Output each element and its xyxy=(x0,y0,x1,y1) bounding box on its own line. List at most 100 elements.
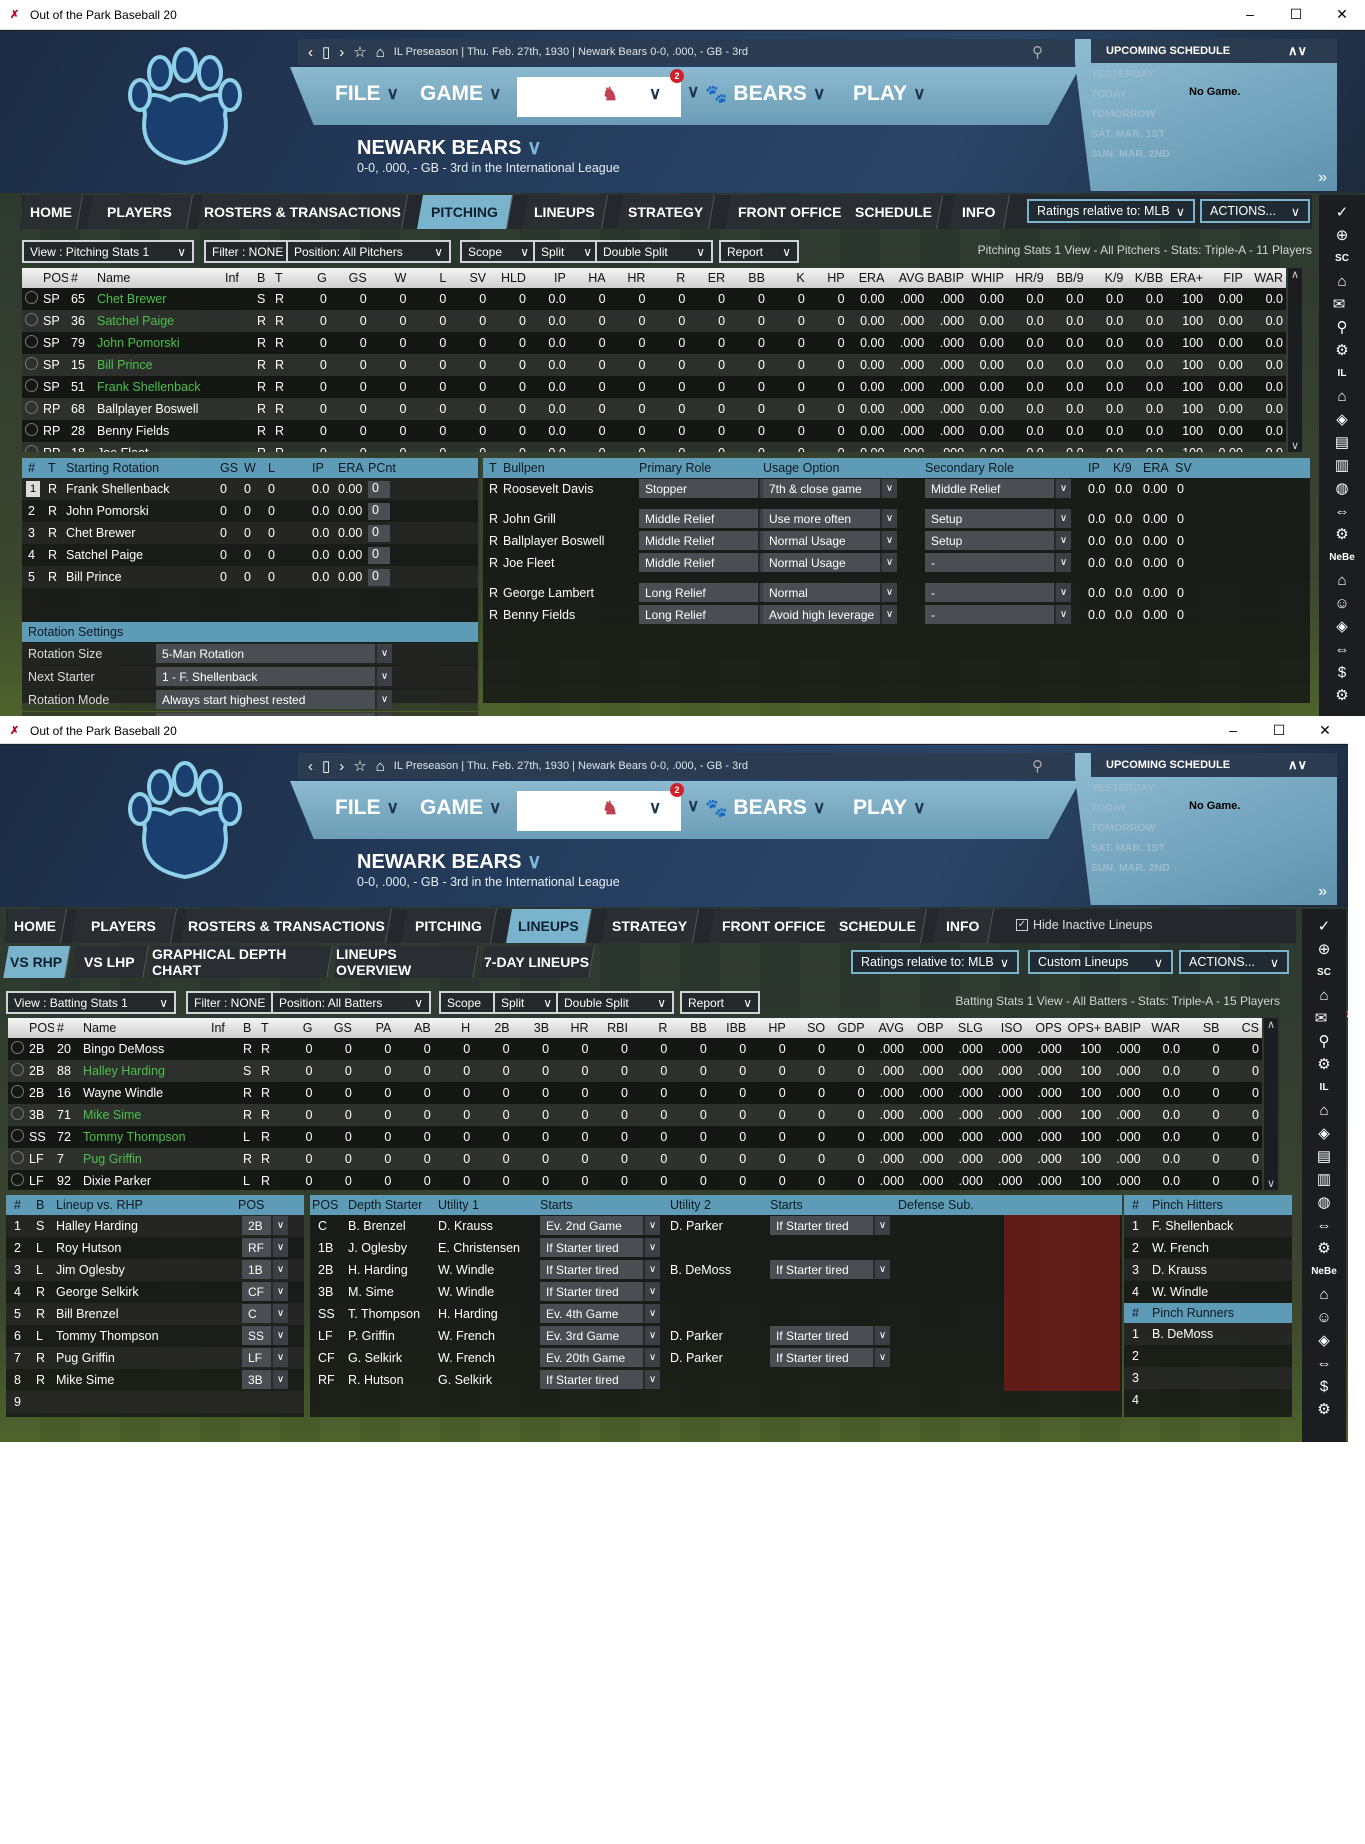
menu-file[interactable]: FILE ∨ xyxy=(335,82,399,106)
bar-chart-icon[interactable]: ▥ xyxy=(1334,457,1350,474)
position-dropdown[interactable]: 2B ∨ xyxy=(242,1216,288,1235)
primary-role-dropdown[interactable]: Middle Relief∨ xyxy=(639,531,775,550)
column-header-hp[interactable]: HP xyxy=(749,1018,789,1038)
column-header-so[interactable]: SO xyxy=(788,1018,829,1038)
gear-icon[interactable]: ⚙ xyxy=(1317,1240,1331,1257)
starts-1-dropdown[interactable]: If Starter tired ∨ xyxy=(540,1260,660,1279)
player-name-link[interactable]: Ballplayer Boswell xyxy=(94,398,222,420)
radio-button[interactable] xyxy=(11,1129,24,1142)
expand-schedule-icon[interactable]: » xyxy=(1318,169,1327,186)
minimize-button[interactable]: – xyxy=(1246,6,1254,22)
radio-button[interactable] xyxy=(11,1041,24,1054)
row-select-radio[interactable] xyxy=(8,1148,26,1170)
filter-dropdown-double-split[interactable]: Double Split ∨ xyxy=(556,991,674,1014)
trade-icon[interactable]: ⇔ xyxy=(1334,503,1350,520)
search-icon[interactable]: ⚲ xyxy=(1032,44,1043,61)
pitch-count-field[interactable]: 0 xyxy=(368,568,390,586)
home-icon[interactable]: ⌂ xyxy=(1337,273,1347,290)
table-row[interactable]: 2B 88 Halley Harding S R 0 0 0 0 0 0 0 0 0 0 0 0 0 0 0.000.… xyxy=(8,1060,1262,1082)
column-header-gs[interactable]: GS xyxy=(315,1018,355,1038)
column-header-slg[interactable]: SLG xyxy=(946,1018,986,1038)
person-icon[interactable]: ☺ xyxy=(1334,595,1350,612)
subtab-vs-rhp[interactable]: VS RHP xyxy=(3,946,71,978)
tab-schedule[interactable]: SCHEDULE xyxy=(845,195,943,229)
home-icon[interactable]: ⌂ xyxy=(1319,1102,1329,1119)
menu-play[interactable]: PLAY ∨ xyxy=(853,82,926,106)
filter-dropdown-position[interactable]: Position: All Pitchers ∨ xyxy=(286,240,451,263)
table-row[interactable]: SP 51 Frank Shellenback R R 0 0 0 0 0 0 0.0 0 0 0 0 0 0 0 0… xyxy=(22,376,1286,398)
row-select-radio[interactable] xyxy=(22,398,40,420)
team-name-dropdown[interactable]: NEWARK BEARS ∨ xyxy=(357,135,542,160)
starts-2-dropdown[interactable]: If Starter tired ∨ xyxy=(770,1348,890,1367)
scroll-up-icon[interactable]: ∧ xyxy=(1266,1019,1276,1031)
setting-dropdown[interactable]: Always start highest rested ∨ xyxy=(156,690,392,709)
subtab-vs-lhp[interactable]: VS LHP xyxy=(71,946,149,978)
column-header-bb[interactable]: BB xyxy=(670,1018,710,1038)
back-icon[interactable]: ‹ xyxy=(308,43,313,61)
filter-dropdown-view[interactable]: View : Batting Stats 1 ∨ xyxy=(6,991,176,1014)
radio-button[interactable] xyxy=(11,1173,24,1186)
column-header-hr-9[interactable]: HR/9 xyxy=(1006,268,1047,288)
actions-dropdown[interactable]: ACTIONS... ∨ xyxy=(1200,199,1310,223)
column-header-hr[interactable]: HR xyxy=(608,268,649,288)
column-header-pos[interactable]: POS xyxy=(26,1018,54,1038)
column-header-babip[interactable]: BABIP xyxy=(927,268,968,288)
player-name-link[interactable]: Mike Sime xyxy=(80,1104,208,1126)
menu-bears[interactable]: 🐾 BEARS ∨ xyxy=(705,796,825,820)
starts-2-dropdown[interactable]: If Starter tired ∨ xyxy=(770,1260,890,1279)
column-header-b[interactable]: B xyxy=(240,1018,258,1038)
menu-il[interactable]: ♞ IL ∨ xyxy=(602,796,661,820)
pinch-runners-row[interactable]: 4 xyxy=(1124,1389,1292,1411)
menu-blank-field[interactable] xyxy=(517,791,681,831)
column-header-er[interactable]: ER xyxy=(688,268,729,288)
schedule-scroll-arrows[interactable]: ∧∨ xyxy=(1287,757,1307,772)
table-scrollbar[interactable]: ∧ ∨ xyxy=(1264,1018,1278,1190)
position-dropdown[interactable]: 1B ∨ xyxy=(242,1260,288,1279)
column-header-avg[interactable]: AVG xyxy=(867,1018,907,1038)
player-name-link[interactable]: Halley Harding xyxy=(80,1060,208,1082)
depth-row[interactable]: RF R. Hutson G. Selkirk If Starter tired ∨ xyxy=(310,1369,1122,1391)
tab-front-office[interactable]: FRONT OFFICE xyxy=(709,909,839,943)
setting-dropdown[interactable]: 5-Man Rotation ∨ xyxy=(156,644,392,663)
column-header-fip[interactable]: FIP xyxy=(1206,268,1246,288)
table-row[interactable]: RP 28 Benny Fields R R 0 0 0 0 0 0 0.0 0 0 0 0 0 0 0 0.00.0… xyxy=(22,420,1286,442)
lineup-row[interactable]: 4 R George Selkirk CF ∨ xyxy=(6,1281,304,1303)
starts-1-dropdown[interactable]: Ev. 20th Game ∨ xyxy=(540,1348,660,1367)
menu-game[interactable]: GAME ∨ xyxy=(420,796,501,820)
lineup-row[interactable]: 3 L Jim Oglesby 1B ∨ xyxy=(6,1259,304,1281)
hide-inactive-toggle[interactable]: ✓ Hide Inactive Lineups xyxy=(1016,918,1153,932)
player-name-link[interactable]: Wayne Windle xyxy=(80,1082,208,1104)
column-header-k[interactable]: K xyxy=(767,268,808,288)
trade-icon[interactable]: ⇔ xyxy=(1316,1217,1332,1234)
table-row[interactable]: SS 72 Tommy Thompson L R 0 0 0 0 0 0 0 0 0 0 0 0 0 0 0.000.… xyxy=(8,1126,1262,1148)
tab-home[interactable]: HOME xyxy=(3,909,67,943)
usage-role-dropdown[interactable]: Normal ∨ xyxy=(763,583,897,602)
menu-play[interactable]: PLAY ∨ xyxy=(853,796,926,820)
trade-icon[interactable]: ⇔ xyxy=(1334,641,1350,658)
radio-button[interactable] xyxy=(25,423,38,436)
gear-icon[interactable]: ⚙ xyxy=(1317,1401,1331,1418)
il-icon[interactable]: IL xyxy=(1337,368,1347,379)
ball-icon[interactable]: ◍ xyxy=(1317,1194,1331,1211)
close-button[interactable]: ✕ xyxy=(1319,722,1331,738)
check-icon[interactable]: ✓ xyxy=(1317,918,1331,935)
forward-icon[interactable]: › xyxy=(339,757,345,775)
tab-lineups[interactable]: LINEUPS xyxy=(506,909,592,943)
primary-role-dropdown[interactable]: Middle Relief∨ xyxy=(639,509,775,528)
pinch-runners-row[interactable]: 1 B. DeMoss xyxy=(1124,1323,1292,1345)
depth-row[interactable]: CF G. Selkirk W. French Ev. 20th Game ∨ D. Pa… xyxy=(310,1347,1122,1369)
pinch-hitters-row[interactable]: 3 D. Krauss xyxy=(1124,1259,1292,1281)
filter-dropdown-double-split[interactable]: Double Split ∨ xyxy=(595,240,713,263)
usage-role-dropdown[interactable]: Use more often ∨ xyxy=(763,509,897,528)
player-name-link[interactable]: Tommy Thompson xyxy=(80,1126,208,1148)
column-header-ibb[interactable]: IBB xyxy=(709,1018,750,1038)
player-name-link[interactable]: Bingo DeMoss xyxy=(80,1038,208,1060)
column-header-name[interactable]: Name xyxy=(80,1018,208,1038)
pitch-count-field[interactable]: 0 xyxy=(368,502,390,520)
column-header-cs[interactable]: CS xyxy=(1222,1018,1262,1038)
close-button[interactable]: ✕ xyxy=(1336,6,1348,22)
column-header-pa[interactable]: PA xyxy=(354,1018,395,1038)
home-icon[interactable]: ⌂ xyxy=(375,43,385,61)
